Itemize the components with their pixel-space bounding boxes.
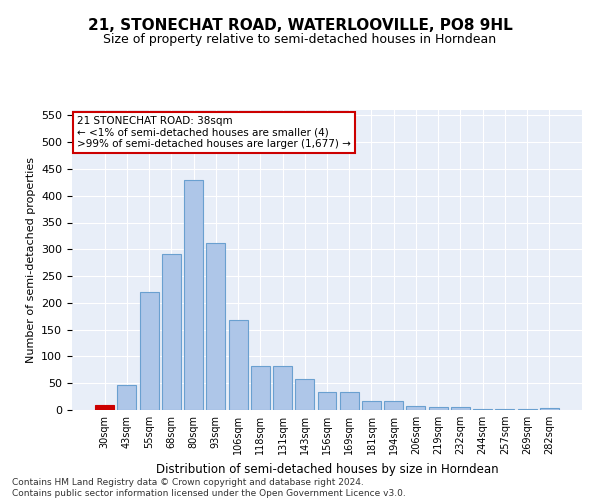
Text: 21, STONECHAT ROAD, WATERLOOVILLE, PO8 9HL: 21, STONECHAT ROAD, WATERLOOVILLE, PO8 9… — [88, 18, 512, 32]
Bar — [206, 244, 225, 410]
Bar — [496, 409, 514, 410]
Bar — [95, 404, 114, 410]
Bar — [184, 180, 203, 410]
Bar — [540, 408, 559, 410]
Bar — [273, 366, 292, 410]
Bar — [295, 380, 314, 410]
Bar — [229, 320, 248, 410]
Bar — [518, 409, 536, 410]
Bar — [340, 392, 359, 410]
Y-axis label: Number of semi-detached properties: Number of semi-detached properties — [26, 157, 35, 363]
Bar — [473, 409, 492, 410]
Bar — [451, 408, 470, 410]
Bar — [362, 402, 381, 410]
Bar — [406, 406, 425, 410]
Bar — [317, 392, 337, 410]
Bar — [162, 254, 181, 410]
Bar — [118, 385, 136, 410]
X-axis label: Distribution of semi-detached houses by size in Horndean: Distribution of semi-detached houses by … — [155, 462, 499, 475]
Text: Size of property relative to semi-detached houses in Horndean: Size of property relative to semi-detach… — [103, 32, 497, 46]
Text: 21 STONECHAT ROAD: 38sqm
← <1% of semi-detached houses are smaller (4)
>99% of s: 21 STONECHAT ROAD: 38sqm ← <1% of semi-d… — [77, 116, 351, 149]
Bar — [384, 402, 403, 410]
Bar — [140, 292, 158, 410]
Bar — [429, 408, 448, 410]
Text: Contains HM Land Registry data © Crown copyright and database right 2024.
Contai: Contains HM Land Registry data © Crown c… — [12, 478, 406, 498]
Bar — [251, 366, 270, 410]
